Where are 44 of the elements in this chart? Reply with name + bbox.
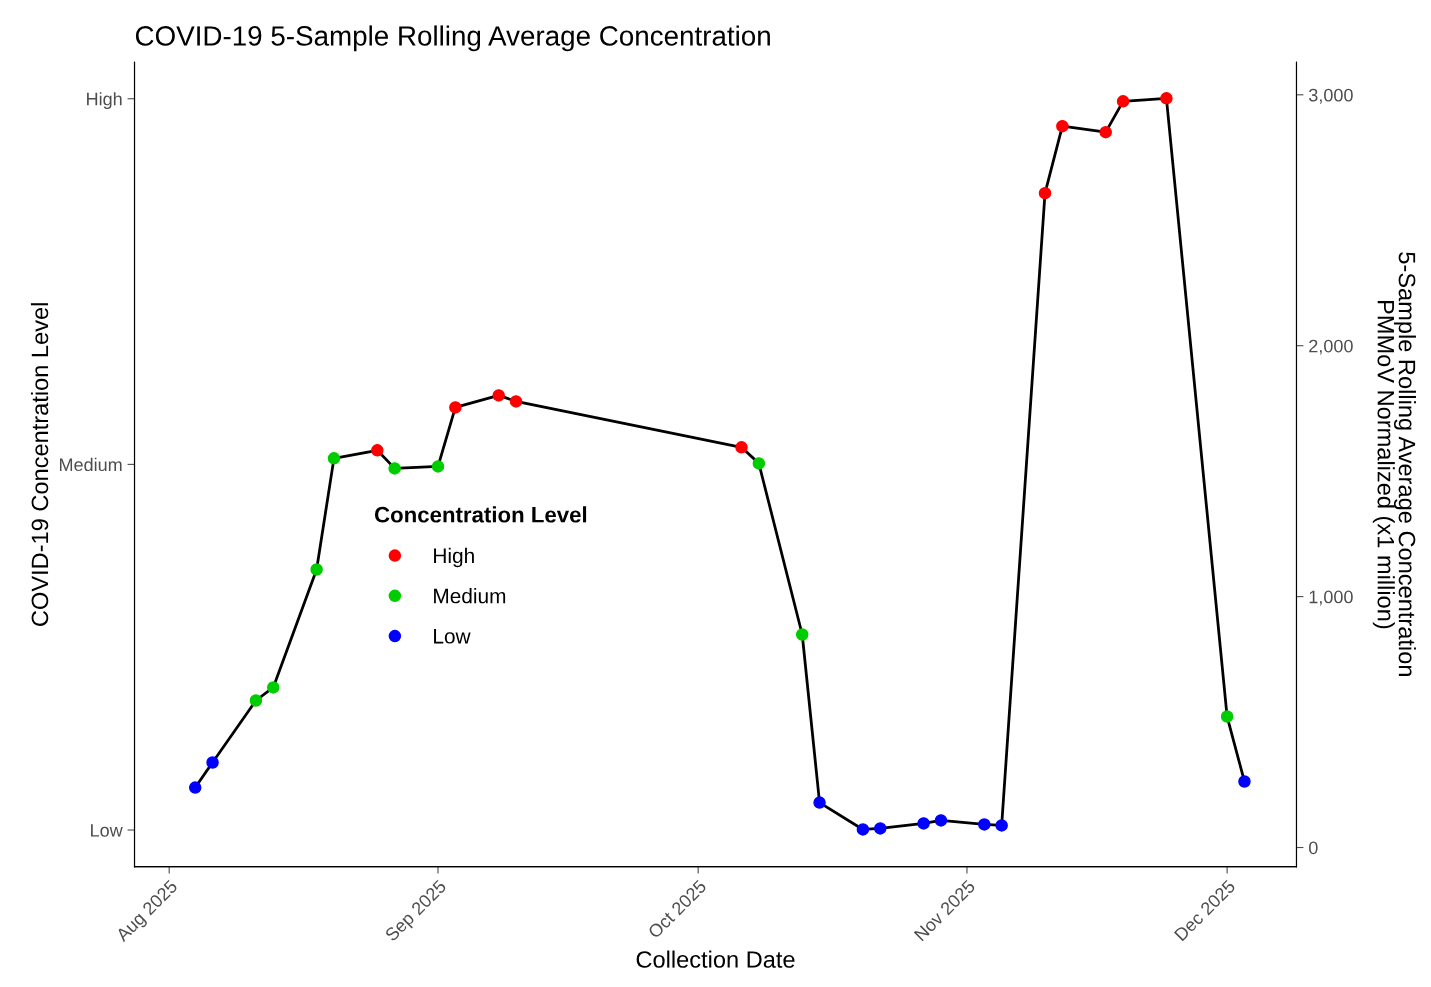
point — [1220, 710, 1234, 723]
point — [249, 694, 263, 707]
point — [388, 462, 401, 475]
point — [995, 819, 1008, 832]
point — [267, 681, 280, 694]
point — [188, 781, 202, 794]
point — [1116, 95, 1130, 108]
category-label: High — [87, 92, 122, 110]
point — [1160, 92, 1173, 105]
point — [371, 444, 384, 457]
y-tick-label: 3,000 — [1308, 88, 1353, 104]
point — [431, 460, 445, 473]
y-tick-label: 2,000 — [1309, 339, 1353, 355]
point — [492, 389, 505, 402]
point — [917, 817, 930, 830]
point — [795, 628, 809, 641]
point — [752, 457, 766, 470]
y-axis-title: 5-Sample Rolling Average Concentration PMMoV Normalized (x1 million) — [1372, 252, 1416, 676]
point — [310, 563, 323, 576]
point — [813, 796, 826, 809]
category-label: Low — [91, 824, 123, 837]
category-label: Medium — [59, 457, 122, 472]
point — [1038, 186, 1052, 200]
legend-title: Concentration Level — [374, 506, 587, 523]
y-tick-label: 1,000 — [1309, 590, 1353, 606]
legend-label: Low — [434, 629, 471, 644]
point — [206, 756, 219, 769]
point — [978, 818, 991, 831]
chart-title: COVID-19 5-Sample Rolling Average Concentration — [135, 25, 770, 52]
point — [1099, 125, 1112, 139]
point — [449, 401, 462, 414]
point — [509, 395, 523, 408]
point — [735, 441, 748, 454]
point — [1238, 775, 1251, 788]
point — [1056, 119, 1069, 133]
y2-axis-title: COVID-19 Concentration Level — [30, 303, 49, 626]
point — [934, 814, 948, 827]
point — [856, 823, 870, 836]
point — [327, 452, 341, 465]
legend-label: High — [434, 547, 474, 568]
legend-label: Medium — [434, 588, 506, 604]
x-axis-title: Collection Date — [636, 950, 795, 968]
point — [874, 822, 887, 835]
y-tick-label: 0 — [1309, 841, 1318, 855]
